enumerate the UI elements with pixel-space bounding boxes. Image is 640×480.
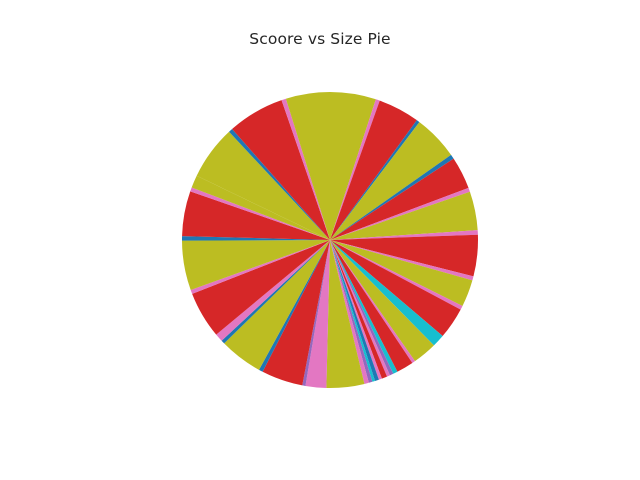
pie-slice-group (182, 91, 479, 389)
pie-slice (216, 240, 330, 341)
pie-slice (229, 129, 330, 240)
pie-slice (330, 158, 469, 240)
chart-title: Scoore vs Size Pie (249, 30, 391, 48)
pie-slice (330, 240, 375, 382)
pie-slice (224, 240, 330, 370)
pie-slice (330, 240, 369, 384)
pie-slice (330, 240, 463, 310)
pie-slice (330, 240, 443, 346)
pie-slice (330, 240, 379, 381)
pie-slice (330, 234, 479, 277)
pie-slice (330, 91, 376, 240)
pie-slice (192, 240, 330, 335)
pie-slice (232, 100, 330, 240)
pie-slice (190, 240, 330, 294)
pie-slice (330, 154, 454, 240)
pie-slice (182, 236, 330, 241)
pie-slice (330, 240, 388, 379)
pie-slice (262, 240, 330, 386)
pie-slice (330, 240, 473, 306)
pie-slice (330, 191, 478, 240)
pie-slice (330, 240, 413, 372)
pie-slice (221, 240, 330, 344)
pie-slice (330, 240, 434, 362)
pie-slice (305, 240, 330, 388)
pie-slice (330, 240, 382, 380)
pie-slice (330, 187, 470, 240)
pie-slice (326, 240, 365, 389)
pie-slice (258, 240, 330, 372)
pie-slice (285, 92, 330, 240)
pie-slice (330, 240, 415, 363)
pie-slice (330, 240, 394, 376)
pie-slice (190, 187, 330, 240)
pie-slice (330, 120, 420, 240)
pie-slice (330, 240, 373, 383)
pie-slice (330, 100, 417, 241)
pie-slice (302, 240, 330, 386)
pie-slice (330, 240, 398, 374)
pie-slice (330, 240, 461, 337)
pie-slice (330, 99, 380, 240)
pie-slice (330, 240, 474, 281)
pie-slice (330, 240, 390, 377)
pie-slice (330, 230, 478, 240)
pie-slice (182, 240, 330, 290)
pie-slice (330, 122, 452, 240)
pie-slice (182, 191, 330, 240)
pie-slice (196, 131, 330, 240)
pie-slice (281, 98, 330, 240)
pie-slice (191, 175, 330, 240)
